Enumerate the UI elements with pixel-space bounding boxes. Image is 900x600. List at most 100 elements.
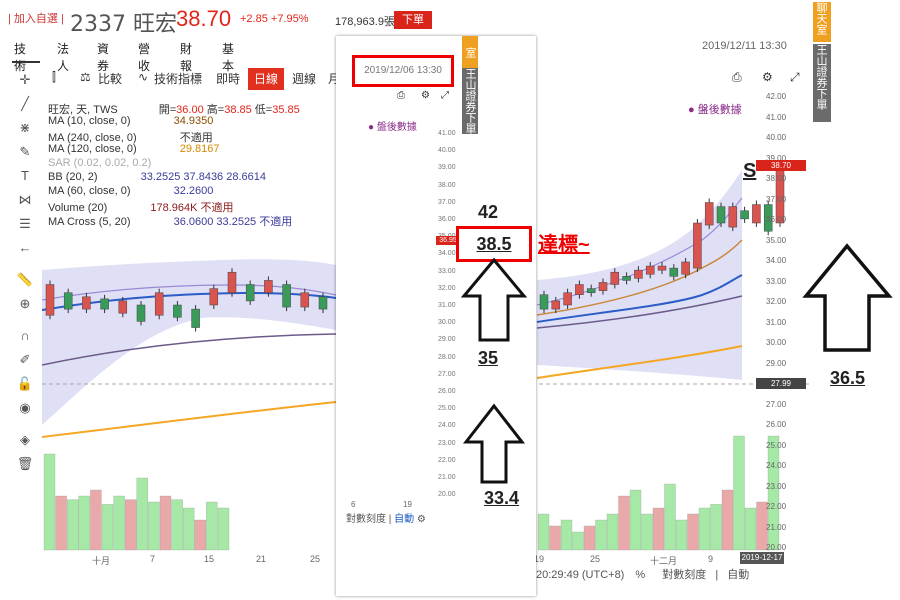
price-axis-label: 32.00 (766, 297, 787, 306)
candle-body (575, 284, 584, 295)
menu-revenue[interactable]: 營收 (138, 42, 151, 73)
candle-body (209, 288, 219, 306)
settings-icon[interactable]: ⚙ (762, 70, 773, 84)
volume-bar (687, 513, 699, 551)
main-chart[interactable] (42, 90, 812, 580)
legend-low-label: 低= (254, 104, 273, 116)
camera-icon[interactable]: ⎙ (732, 70, 742, 84)
candle-body (634, 269, 643, 279)
lock-icon[interactable]: 🔓 (16, 376, 34, 391)
price-axis-label: 26.00 (766, 420, 787, 429)
overlay-axis-label: 20.00 (438, 491, 456, 499)
indicators-button[interactable]: 技術指標 (154, 72, 203, 86)
price-axis-label: 40.00 (766, 133, 787, 142)
candle-type-icon[interactable]: ⫿ (52, 70, 56, 84)
volume-bar (744, 507, 757, 551)
legend-row-value: 33.2525 37.8436 28.6614 (140, 171, 266, 183)
crosshair-icon[interactable]: ✛ (19, 72, 31, 87)
brush-icon[interactable]: ✎ (19, 144, 31, 159)
legend-high-label: 高= (206, 104, 225, 116)
overlay-broker-tab[interactable]: 王山證券下單 (462, 68, 478, 134)
daily-button[interactable]: 日線 (248, 68, 284, 90)
overlay-axis-label: 22.00 (438, 456, 456, 464)
candle-body (728, 206, 738, 228)
zoom-in-icon[interactable]: ⊕ (19, 296, 31, 311)
status-log-scale[interactable]: 對數刻度 (662, 569, 707, 581)
overlay-chat-tab[interactable]: 聊天室 (462, 36, 492, 68)
overlay-axis-label: 40.00 (438, 147, 456, 155)
volume-bar (629, 489, 642, 551)
volume-bar (113, 495, 125, 551)
eye-icon[interactable]: ◉ (19, 400, 31, 415)
overlay-x-tick: 6 (351, 500, 356, 509)
overlay-price-marker: 36.95 (436, 236, 460, 245)
candle-body (45, 284, 55, 316)
back-arrow-icon[interactable]: ← (18, 240, 32, 255)
ma-lavender-left (42, 284, 337, 301)
pattern-icon[interactable]: ⋈ (18, 192, 32, 207)
stock-code: 2337 旺宏 (70, 6, 177, 38)
overlay-camera-icon[interactable]: ⎙ (397, 90, 405, 101)
menu-institutional[interactable]: 法人 (57, 42, 70, 73)
arrow-right (802, 243, 893, 352)
stock-price: 38.70 (176, 6, 232, 31)
volume-bar (560, 519, 573, 551)
pencil-lock-icon[interactable]: ✐ (19, 352, 31, 367)
overlay-axis-label: 39.00 (438, 164, 456, 172)
price-axis-label: 39.00 (766, 153, 787, 163)
text-icon[interactable]: T (21, 168, 29, 183)
status-percent[interactable]: % (635, 569, 646, 581)
ma-orange-right (536, 345, 743, 379)
candle-body (118, 300, 128, 314)
legend-row-value: 29.8167 (179, 143, 220, 155)
ruler-icon[interactable]: 📏 (16, 272, 34, 287)
legend-symbol: 旺宏, 天, TWS (48, 104, 118, 116)
candle-body (173, 304, 182, 318)
price-axis-label: 41.00 (766, 112, 787, 122)
trendline-icon[interactable]: ╱ (21, 96, 29, 111)
status-auto[interactable]: 自動 (727, 569, 750, 581)
indicator-icon[interactable]: ∿ (138, 70, 149, 84)
candle-body (100, 298, 109, 310)
broker-order-tab[interactable]: 王山證券下單 (813, 44, 831, 122)
overlay-fullscreen-icon[interactable]: ⤢ (441, 90, 449, 101)
overlay-settings-icon[interactable]: ⚙ (421, 90, 430, 101)
fullscreen-icon[interactable]: ⤢ (790, 70, 800, 84)
candle-body (610, 271, 620, 285)
magnet-icon[interactable]: ∩ (20, 328, 30, 343)
overlay-axis-label: 24.00 (438, 422, 456, 430)
overlay-axis-label: 29.00 (438, 336, 456, 344)
gann-icon[interactable]: ☰ (19, 216, 31, 231)
candle-body (82, 296, 91, 310)
compare-icon[interactable]: ⚖ (80, 70, 91, 84)
overlay-axis-label: 26.00 (438, 388, 456, 395)
weekly-button[interactable]: 週線 (292, 72, 317, 86)
price-axis-label: 25.00 (766, 440, 787, 450)
chat-tab[interactable]: 聊天室 (813, 2, 831, 42)
price-axis-label: 37.00 (766, 194, 787, 204)
realtime-button[interactable]: 即時 (216, 72, 241, 86)
fib-icon[interactable]: ⋇ (19, 120, 31, 135)
add-favorite-link[interactable]: | 加入自選 | (8, 13, 64, 25)
candle-body (136, 304, 146, 322)
overlay-axis-label: 25.00 (438, 405, 456, 413)
candle-body (154, 292, 164, 316)
volume-bar (537, 513, 550, 551)
stock-name: 旺宏 (133, 12, 178, 37)
sell-label: S (743, 160, 757, 182)
overlay-axis-label: 31.00 (438, 302, 456, 309)
overlay-log-scale[interactable]: 對數刻度 (346, 514, 386, 525)
menu-basic[interactable]: 基本 (222, 42, 235, 73)
menu-financials[interactable]: 財報 (180, 42, 193, 73)
order-button[interactable]: 下單 (394, 11, 432, 29)
volume-bar (767, 435, 780, 551)
trade-volume: 178,963.9張 (335, 16, 395, 28)
trash-icon[interactable]: 🗑 (16, 456, 34, 471)
menu-margin[interactable]: 資券 (97, 42, 110, 73)
volume-bar (572, 531, 584, 551)
layers-icon[interactable]: ◈ (20, 432, 30, 447)
compare-button[interactable]: 比較 (98, 72, 123, 86)
overlay-auto[interactable]: 自動 (394, 514, 415, 525)
x-axis-label: 19 (534, 554, 545, 564)
overlay-price-axis: 41.0040.0039.0038.0037.0036.0035.0034.00… (436, 130, 462, 500)
